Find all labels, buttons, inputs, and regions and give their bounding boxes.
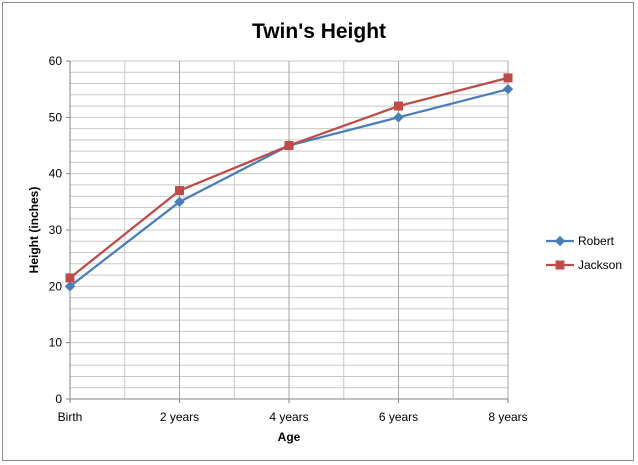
grid-lines xyxy=(69,60,509,400)
data-point xyxy=(65,273,75,283)
legend-label: Robert xyxy=(578,234,615,248)
y-axis-label: Height (inches) xyxy=(27,187,41,274)
y-tick-label: 50 xyxy=(49,110,63,124)
series-group xyxy=(64,73,514,292)
y-tick-label: 10 xyxy=(49,336,63,350)
y-tick-label: 0 xyxy=(55,392,62,406)
legend-label: Jackson xyxy=(578,258,622,272)
x-axis-label: Age xyxy=(278,430,301,444)
x-tick-label: 2 years xyxy=(160,410,199,424)
legend-swatch-marker xyxy=(554,235,566,247)
y-tick-label: 60 xyxy=(49,54,63,68)
legend-item: Jackson xyxy=(546,258,622,272)
data-point xyxy=(64,281,76,292)
legend-item: Robert xyxy=(546,234,615,248)
data-point xyxy=(502,83,514,95)
chart-frame xyxy=(2,2,634,461)
data-point xyxy=(393,112,404,123)
y-tick-label: 40 xyxy=(49,167,63,181)
x-tick-label: 4 years xyxy=(269,410,308,424)
chart-title: Twin's Height xyxy=(252,20,386,43)
data-point xyxy=(174,196,185,208)
x-axis-ticks: Birth 2 years 4 years 6 years 8 years xyxy=(58,399,528,424)
x-tick-label: 8 years xyxy=(488,410,527,424)
data-point xyxy=(284,141,294,150)
x-tick-label: Birth xyxy=(58,410,83,424)
y-tick-label: 20 xyxy=(49,279,63,293)
y-axis-ticks: 0 10 20 30 40 50 60 xyxy=(49,54,70,406)
data-point xyxy=(503,73,513,83)
data-point xyxy=(175,186,184,196)
legend: Robert Jackson xyxy=(546,234,622,272)
data-point xyxy=(394,101,403,111)
series-jackson xyxy=(65,73,513,283)
x-tick-label: 6 years xyxy=(379,410,418,424)
legend-swatch-marker xyxy=(555,260,565,270)
y-tick-label: 30 xyxy=(49,223,63,237)
